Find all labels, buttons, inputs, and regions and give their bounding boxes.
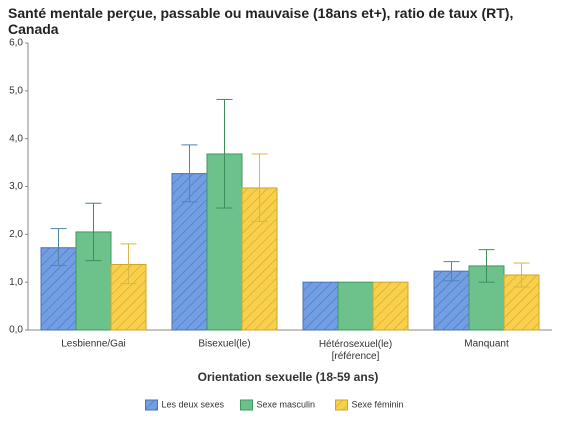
error-bar bbox=[85, 202, 102, 262]
error-bar bbox=[513, 262, 530, 288]
error-bar bbox=[251, 153, 268, 222]
error-bar bbox=[478, 249, 495, 283]
bar bbox=[372, 281, 409, 331]
y-tick-label: 5,0 bbox=[9, 85, 23, 96]
y-tick-label: 1,0 bbox=[9, 277, 23, 288]
error-bar bbox=[216, 98, 233, 209]
error-bar bbox=[443, 261, 460, 282]
error-bar bbox=[181, 144, 198, 203]
x-tick-label: Hétérosexuel(le) [référence] bbox=[319, 339, 392, 362]
legend-swatch bbox=[335, 399, 348, 411]
chart-title: Santé mentale perçue, passable ou mauvai… bbox=[8, 5, 514, 37]
y-tick-label: 4,0 bbox=[9, 133, 23, 144]
x-tick-label: Lesbienne/Gai bbox=[61, 339, 126, 350]
x-tick-label: Bisexuel(le) bbox=[198, 339, 250, 350]
x-tick-label: Manquant bbox=[464, 339, 509, 350]
y-tick-label: 6,0 bbox=[9, 38, 23, 49]
legend-label: Sexe féminin bbox=[352, 399, 404, 409]
legend-label: Les deux sexes bbox=[162, 399, 225, 409]
error-bar bbox=[120, 243, 137, 285]
legend-label: Sexe masculin bbox=[257, 399, 316, 409]
bar bbox=[302, 281, 339, 331]
bar bbox=[337, 281, 374, 331]
y-tick-label: 3,0 bbox=[9, 181, 23, 192]
y-tick-label: 2,0 bbox=[9, 229, 23, 240]
legend-swatch bbox=[145, 399, 158, 411]
legend-swatch bbox=[240, 399, 253, 411]
x-axis-title: Orientation sexuelle (18-59 ans) bbox=[198, 370, 379, 384]
y-tick-label: 0,0 bbox=[9, 325, 23, 336]
error-bar bbox=[50, 228, 67, 266]
